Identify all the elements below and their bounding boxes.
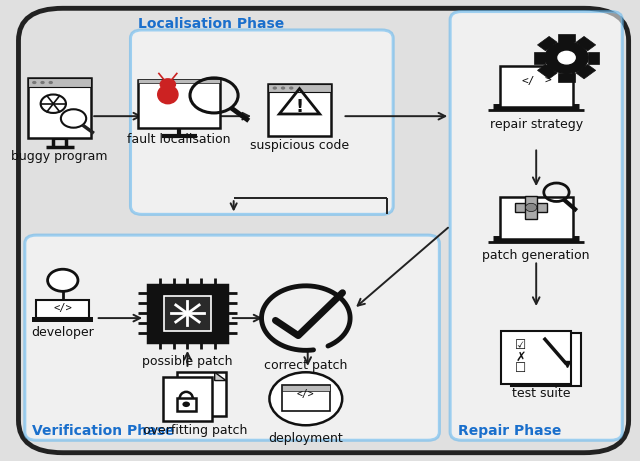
Bar bbox=[268, 84, 330, 92]
FancyBboxPatch shape bbox=[131, 30, 393, 214]
Text: Verification Phase: Verification Phase bbox=[33, 424, 175, 438]
Text: >: > bbox=[544, 76, 551, 86]
Polygon shape bbox=[538, 36, 557, 51]
Circle shape bbox=[47, 269, 78, 291]
Circle shape bbox=[182, 402, 190, 407]
FancyBboxPatch shape bbox=[501, 331, 571, 384]
Text: developer: developer bbox=[31, 326, 94, 339]
FancyBboxPatch shape bbox=[138, 79, 220, 128]
Text: correct patch: correct patch bbox=[264, 359, 348, 372]
Polygon shape bbox=[214, 372, 226, 381]
Bar bbox=[282, 385, 330, 391]
FancyBboxPatch shape bbox=[19, 8, 628, 453]
Polygon shape bbox=[538, 65, 557, 79]
FancyBboxPatch shape bbox=[148, 285, 227, 342]
Text: ☐: ☐ bbox=[515, 362, 526, 375]
Polygon shape bbox=[576, 65, 596, 79]
Circle shape bbox=[558, 51, 575, 64]
Text: patch generation: patch generation bbox=[483, 249, 590, 262]
Bar bbox=[33, 317, 93, 322]
Circle shape bbox=[273, 87, 277, 89]
FancyBboxPatch shape bbox=[500, 66, 573, 107]
Text: fault localisation: fault localisation bbox=[127, 134, 231, 147]
Text: ☑: ☑ bbox=[515, 339, 526, 352]
FancyBboxPatch shape bbox=[36, 300, 90, 318]
Text: </>: </> bbox=[297, 389, 315, 399]
Text: ✗: ✗ bbox=[515, 351, 525, 364]
Text: overfitting patch: overfitting patch bbox=[143, 424, 247, 437]
Bar bbox=[28, 78, 92, 87]
Circle shape bbox=[281, 87, 285, 89]
FancyBboxPatch shape bbox=[28, 78, 92, 138]
Circle shape bbox=[40, 81, 45, 84]
Circle shape bbox=[160, 79, 175, 90]
Text: suspicious code: suspicious code bbox=[250, 139, 349, 152]
Bar bbox=[138, 79, 220, 83]
Text: </: </ bbox=[522, 76, 535, 86]
Polygon shape bbox=[576, 36, 596, 51]
FancyBboxPatch shape bbox=[500, 197, 573, 239]
Text: test suite: test suite bbox=[512, 387, 570, 401]
Polygon shape bbox=[558, 73, 575, 82]
Bar bbox=[177, 398, 196, 411]
FancyBboxPatch shape bbox=[164, 296, 211, 331]
FancyBboxPatch shape bbox=[450, 12, 622, 440]
FancyBboxPatch shape bbox=[177, 372, 226, 416]
Circle shape bbox=[32, 81, 36, 84]
Circle shape bbox=[525, 203, 537, 212]
FancyBboxPatch shape bbox=[282, 385, 330, 410]
Ellipse shape bbox=[157, 85, 178, 104]
Polygon shape bbox=[534, 52, 545, 64]
FancyBboxPatch shape bbox=[25, 235, 440, 440]
Circle shape bbox=[49, 81, 53, 84]
Circle shape bbox=[61, 109, 86, 128]
FancyBboxPatch shape bbox=[511, 333, 580, 386]
Text: possible patch: possible patch bbox=[142, 355, 233, 368]
FancyBboxPatch shape bbox=[268, 84, 330, 136]
FancyBboxPatch shape bbox=[163, 377, 212, 420]
Text: Localisation Phase: Localisation Phase bbox=[138, 17, 284, 31]
Polygon shape bbox=[588, 52, 600, 64]
Text: deployment: deployment bbox=[268, 432, 343, 445]
Polygon shape bbox=[558, 34, 575, 42]
Circle shape bbox=[289, 87, 294, 89]
Circle shape bbox=[545, 42, 588, 73]
Text: </>: </> bbox=[53, 303, 72, 313]
Text: repair strategy: repair strategy bbox=[490, 118, 583, 130]
Bar bbox=[515, 203, 547, 212]
Text: !: ! bbox=[296, 98, 303, 117]
Text: Repair Phase: Repair Phase bbox=[458, 424, 561, 438]
Bar bbox=[525, 196, 537, 219]
Ellipse shape bbox=[269, 372, 342, 425]
Text: buggy program: buggy program bbox=[12, 150, 108, 163]
